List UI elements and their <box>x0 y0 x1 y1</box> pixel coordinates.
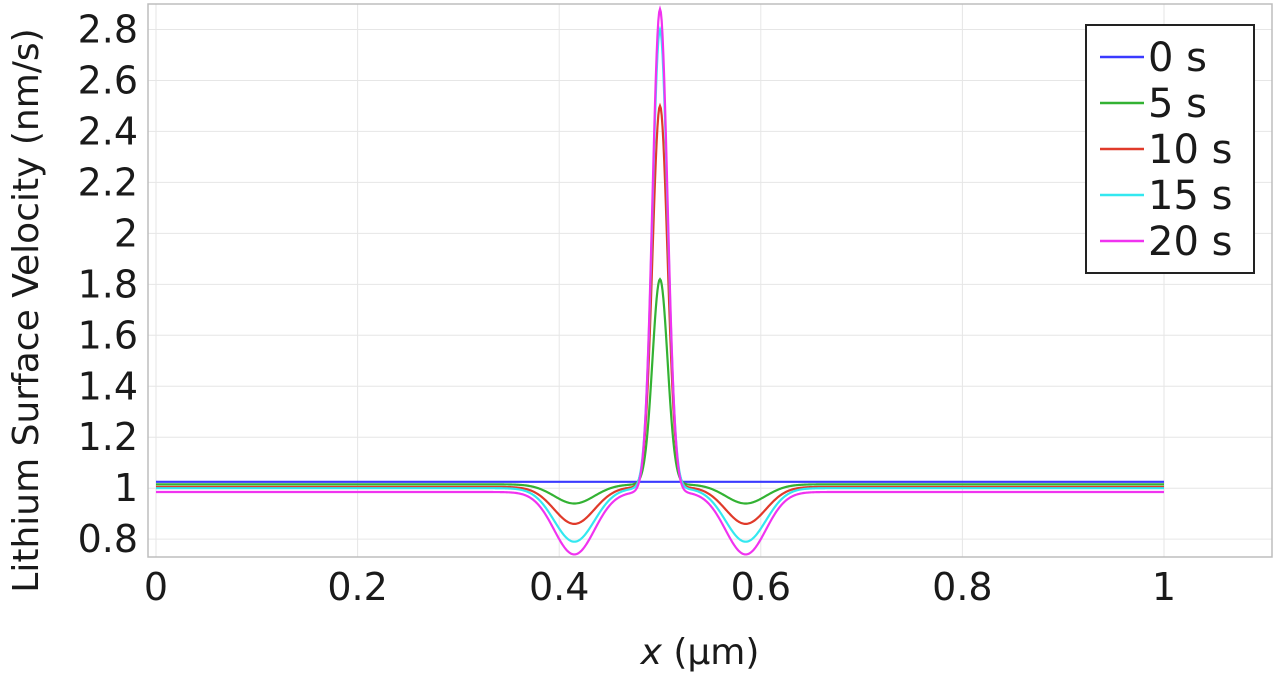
legend: 0 s5 s10 s15 s20 s <box>1085 24 1255 274</box>
series-line-3 <box>156 25 1164 543</box>
series-line-4 <box>156 5 1164 556</box>
plot-frame <box>147 3 1273 558</box>
x-tick-label: 0.8 <box>932 565 992 609</box>
y-tick-label: 2.2 <box>78 160 138 204</box>
x-tick-label: 1 <box>1152 565 1176 609</box>
x-tick-label: 0.2 <box>327 565 387 609</box>
x-tick-label: 0.4 <box>529 565 589 609</box>
series-line-1 <box>156 277 1164 505</box>
y-tick-label: 2.4 <box>78 109 138 153</box>
series-lines <box>156 5 1164 556</box>
x-axis-label: x (µm) <box>640 632 760 673</box>
y-tick-label: 2 <box>114 211 138 255</box>
legend-label: 15 s <box>1148 173 1232 219</box>
y-tick-label: 2.6 <box>78 58 138 102</box>
y-tick-label: 1.4 <box>78 364 138 408</box>
y-tick-label: 1.6 <box>78 313 138 357</box>
y-tick-label: 0.8 <box>78 517 138 561</box>
x-tick-label: 0 <box>144 565 168 609</box>
legend-label: 5 s <box>1148 81 1207 127</box>
series-line-2 <box>156 102 1164 525</box>
y-tick-label: 1.8 <box>78 262 138 306</box>
x-axis-label-unit: (µm) <box>662 632 760 673</box>
y-tick-label: 2.8 <box>78 7 138 51</box>
x-tick-label: 0.6 <box>731 565 791 609</box>
x-axis-label-variable: x <box>640 632 663 673</box>
y-axis-label: Lithium Surface Velocity (nm/s) <box>6 28 47 592</box>
x-tick-labels: 0 0.2 0.4 0.6 0.8 1 <box>144 565 1176 609</box>
legend-label: 0 s <box>1148 35 1207 81</box>
y-tick-label: 1 <box>114 466 138 510</box>
legend-label: 10 s <box>1148 127 1232 173</box>
legend-label: 20 s <box>1148 219 1232 265</box>
y-tick-label: 1.2 <box>78 415 138 459</box>
y-tick-labels: 0.8 1 1.2 1.4 1.6 1.8 2 2.2 2.4 2.6 2.8 <box>78 7 138 561</box>
